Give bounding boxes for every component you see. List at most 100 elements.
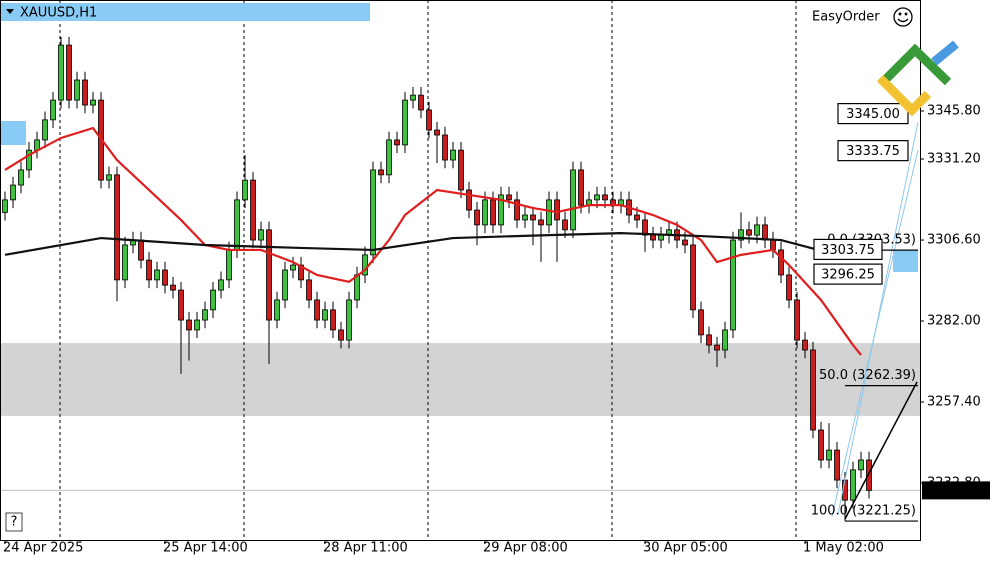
candle-body (322, 309, 328, 321)
candle-body (50, 99, 56, 121)
candle-body (226, 249, 232, 281)
candle-body (706, 334, 712, 346)
candle-body (778, 249, 784, 276)
candle-body (554, 199, 560, 221)
moving-average (4, 232, 870, 260)
order-level-box (837, 102, 909, 125)
candle-body (746, 229, 752, 236)
candle-body (722, 329, 728, 351)
x-tick-label: 30 Apr 05:00 (643, 541, 728, 556)
candle-body (266, 229, 272, 321)
candle-body (826, 449, 832, 461)
candle-body (602, 194, 608, 201)
y-tick-label: 3306.60 (927, 233, 981, 248)
candle-body (218, 279, 224, 291)
highlight-box (893, 250, 918, 272)
candle-body (594, 194, 600, 201)
fib-label: 100.0 (3221.25) (811, 504, 916, 519)
candle-body (466, 189, 472, 211)
smiley-icon (893, 7, 913, 27)
candle-body (170, 284, 176, 291)
help-label[interactable]: ? (11, 515, 18, 530)
order-level-label: 3303.75 (821, 243, 875, 258)
candle-body (658, 234, 664, 241)
candle-body (258, 229, 264, 241)
candle-body (18, 169, 24, 186)
candle-body (154, 269, 160, 281)
candle-body (762, 224, 768, 241)
candle-body (74, 79, 80, 101)
candle-body (42, 119, 48, 141)
candle-body (650, 234, 656, 241)
candle-body (538, 219, 544, 226)
candle-body (370, 169, 376, 256)
candle-body (738, 229, 744, 241)
order-level-box (813, 263, 883, 285)
candle-body (818, 429, 824, 461)
candle-body (562, 219, 568, 231)
candle-body (106, 174, 112, 181)
candle-body (146, 259, 152, 281)
plugin-label[interactable]: EasyOrder (812, 10, 880, 25)
candle-body (578, 169, 584, 206)
candle-body (866, 459, 872, 491)
candle-body (66, 44, 72, 101)
y-tick-label: 3331.20 (927, 152, 981, 167)
candle-body (434, 129, 440, 136)
symbol-bar (0, 3, 370, 21)
candle-body (450, 149, 456, 161)
candle-body (282, 269, 288, 301)
candle-body (730, 239, 736, 331)
candle-body (330, 309, 336, 331)
x-tick-label: 24 Apr 2025 (3, 541, 83, 556)
candle-body (682, 239, 688, 246)
candle-body (514, 199, 520, 221)
y-tick-label: 3282.00 (927, 314, 981, 329)
candle-body (458, 149, 464, 191)
candle-body (642, 219, 648, 236)
candle-body (202, 309, 208, 321)
candle-body (26, 149, 32, 171)
candle-body (354, 274, 360, 301)
candle-body (402, 99, 408, 146)
candle-body (386, 139, 392, 176)
candle-body (250, 179, 256, 241)
moving-average (4, 126, 862, 356)
candle-body (2, 199, 8, 213)
candle-body (290, 264, 296, 271)
candle-body (122, 244, 128, 281)
candle-body (530, 214, 536, 221)
candle-body (306, 279, 312, 301)
order-level-label: 3333.75 (846, 144, 900, 159)
candle-body (506, 194, 512, 201)
order-level-box (813, 238, 883, 261)
candle-body (714, 344, 720, 351)
x-tick-label: 28 Apr 11:00 (323, 541, 408, 556)
y-tick-label: 3345.80 (927, 103, 981, 118)
candle-body (194, 319, 200, 331)
candle-body (82, 79, 88, 106)
candle-body (362, 254, 368, 276)
candle-body (186, 319, 192, 331)
x-tick-label: 25 Apr 14:00 (163, 541, 248, 556)
symbol-menu-arrow[interactable] (6, 9, 14, 14)
candle-body (802, 339, 808, 351)
candle-body (754, 224, 760, 236)
order-level-label: 3345.00 (846, 107, 900, 122)
help-button[interactable] (5, 512, 23, 532)
candle-body (810, 349, 816, 431)
candle-body (410, 94, 416, 101)
candle-body (474, 209, 480, 226)
price-zone (0, 343, 920, 416)
candle-body (698, 309, 704, 336)
candle-body (338, 329, 344, 341)
x-tick-label: 29 Apr 08:00 (483, 541, 568, 556)
candle-body (114, 174, 120, 281)
candle-body (490, 199, 496, 226)
candle-body (482, 199, 488, 226)
candle-body (378, 169, 384, 176)
candle-body (786, 274, 792, 301)
candle-body (138, 239, 144, 261)
candle-body (426, 109, 432, 131)
